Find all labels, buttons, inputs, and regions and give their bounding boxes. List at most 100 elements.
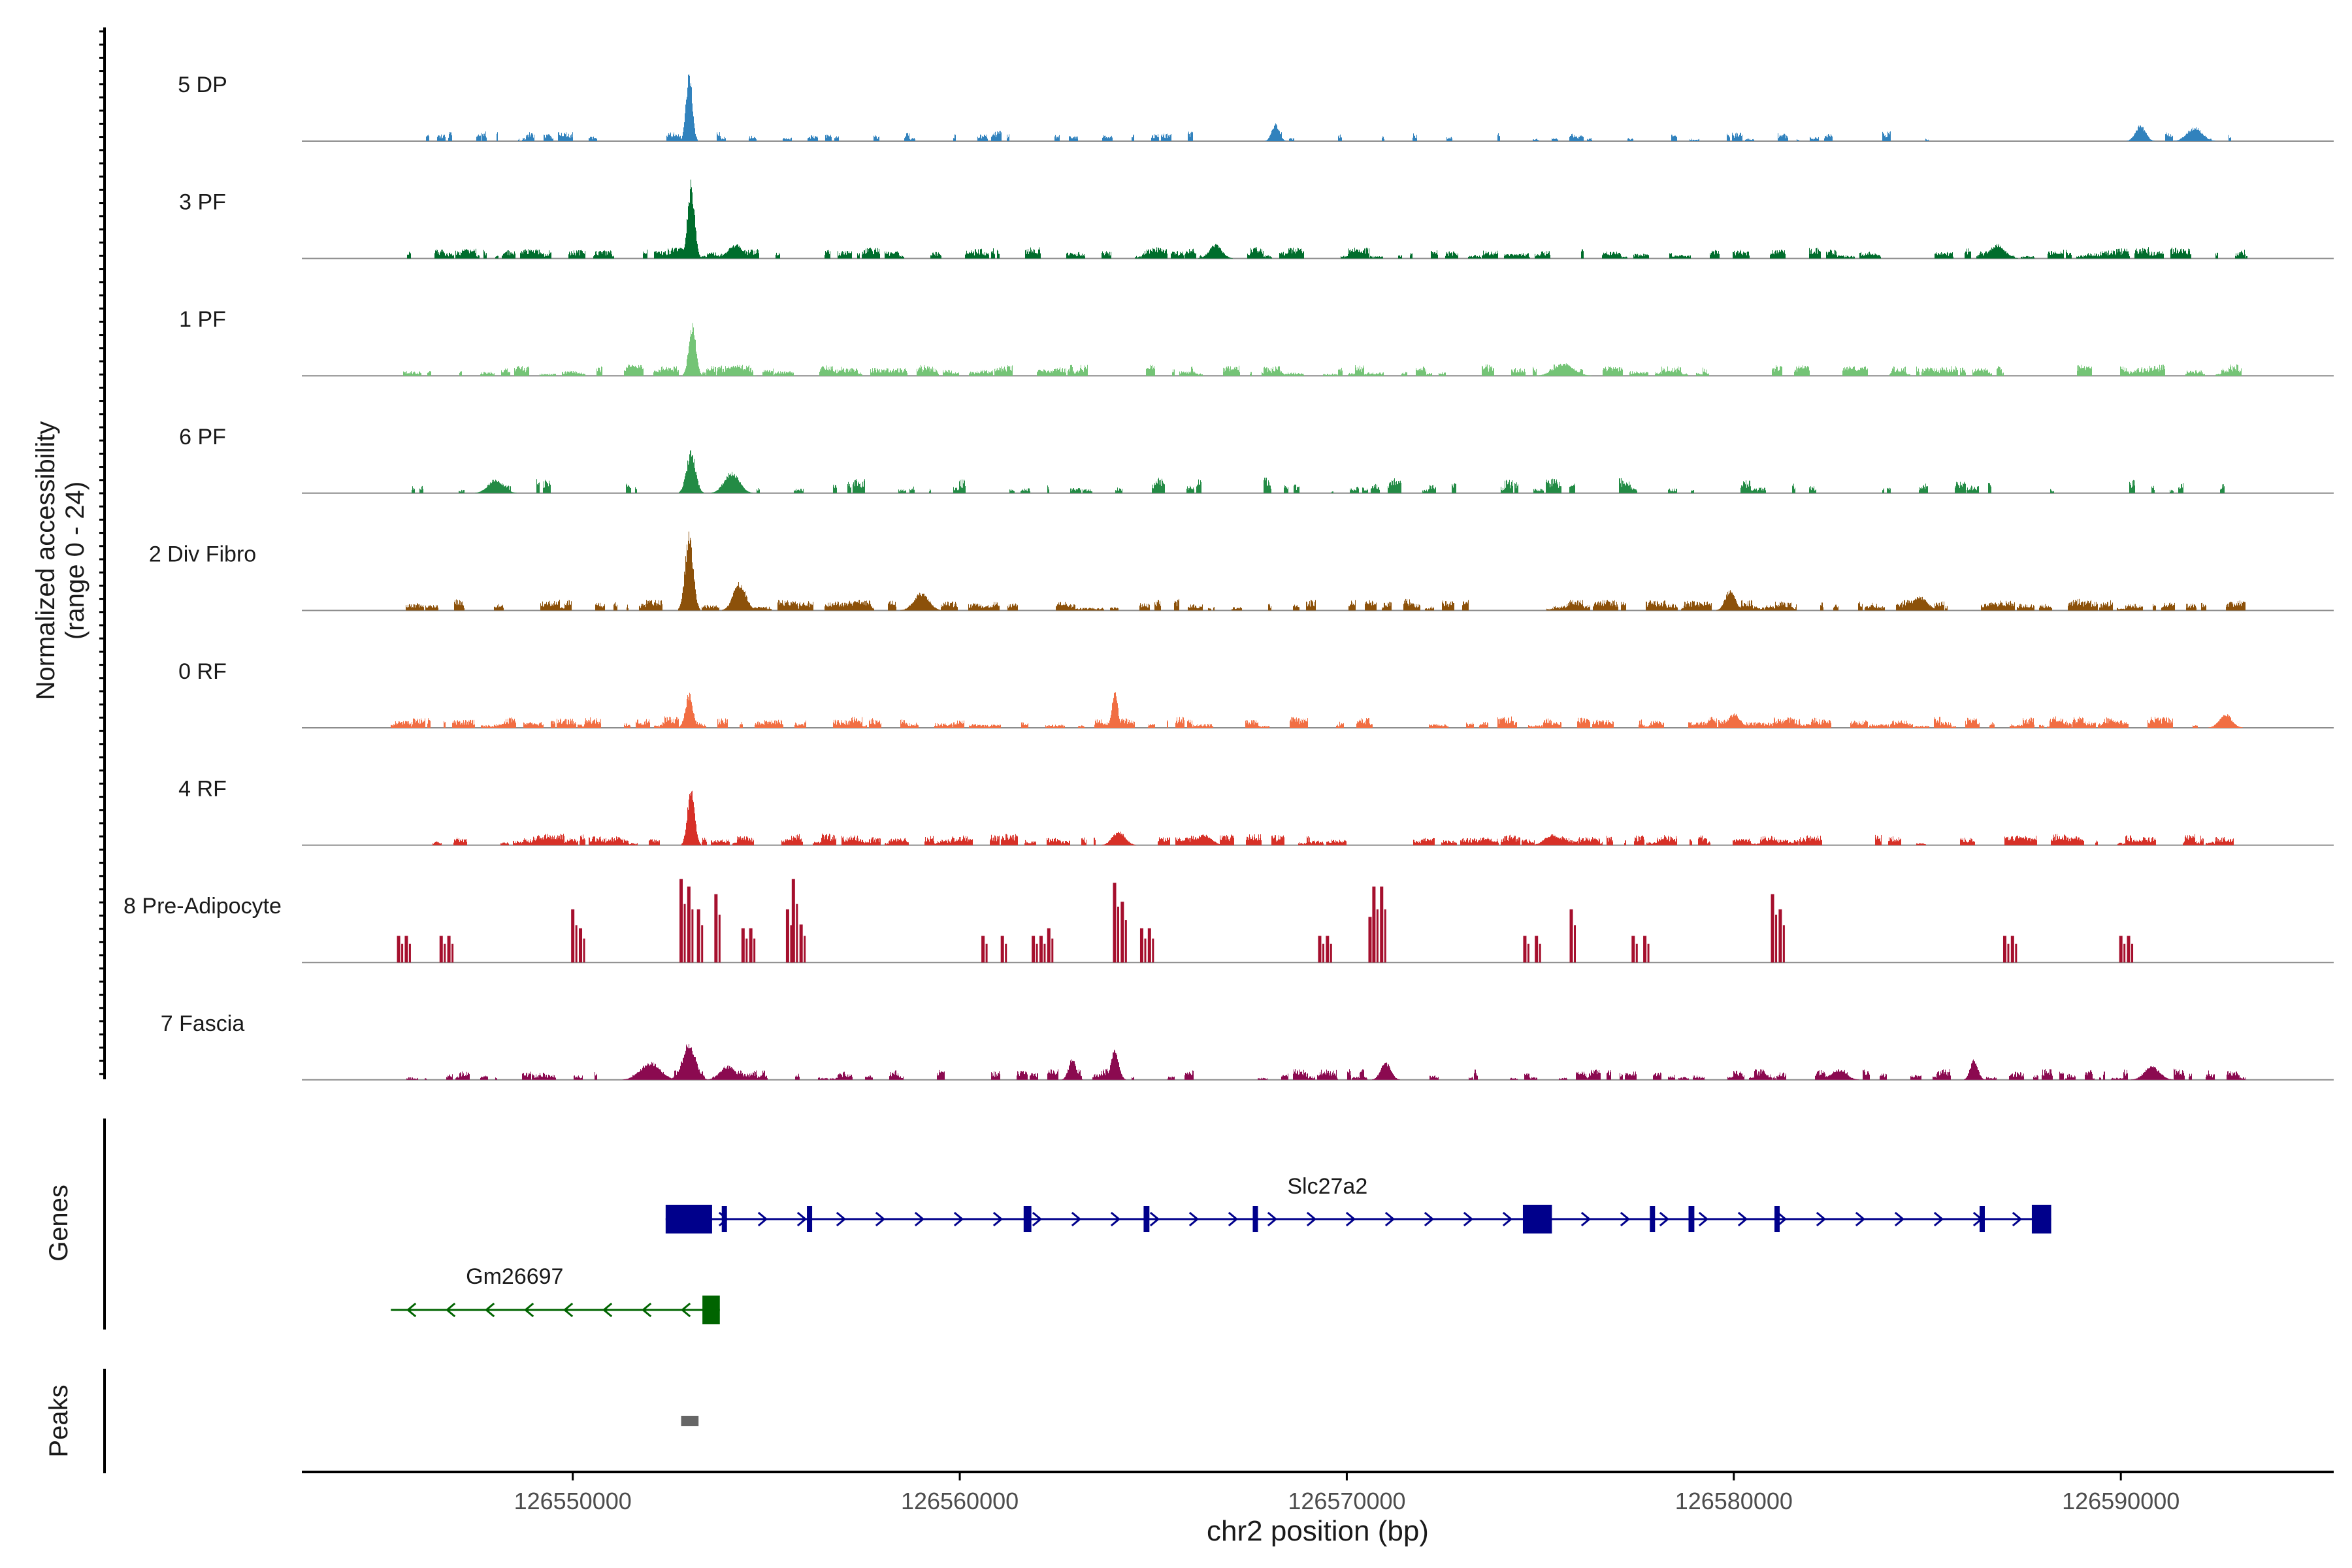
coverage-bar: [2002, 936, 2006, 963]
x-tick-label: 126560000: [901, 1488, 1019, 1514]
peaks-panel-label: Peaks: [44, 1384, 73, 1457]
track-labels: 5 DP 3 PF 1 PF 6 PF 2 Div Fibro 0 RF 4 RF 8 Pre…: [123, 73, 282, 1036]
coverage-bar: [408, 943, 411, 963]
coverage-bar: [785, 909, 789, 963]
coverage-bar: [1635, 943, 1638, 963]
strand-arrow: [523, 1302, 534, 1318]
coverage-bar: [1782, 925, 1785, 963]
strand-arrow: [992, 1211, 1004, 1227]
coverage-bar: [701, 925, 704, 963]
coverage-bar: [804, 936, 806, 963]
coverage-bar: [1527, 943, 1529, 963]
strand-arrow: [1776, 1211, 1788, 1227]
coverage-bar: [1643, 936, 1647, 963]
genes-panel-label: Genes: [44, 1184, 73, 1262]
coverage-bar: [1523, 936, 1527, 963]
x-axis-label: chr2 position (bp): [1207, 1515, 1429, 1547]
strand-arrow: [1267, 1211, 1278, 1227]
coverage-area: [417, 791, 2246, 845]
track-label: 8 Pre-Adipocyte: [123, 894, 282, 919]
coverage-tracks: [302, 74, 2334, 1081]
track-label: 6 PF: [179, 425, 226, 449]
strand-arrow: [1659, 1211, 1670, 1227]
x-tick-label: 126550000: [514, 1488, 632, 1514]
coverage-bar: [1000, 936, 1004, 963]
coverage-bar: [2131, 943, 2134, 963]
coverage-bar: [444, 943, 446, 963]
strand-arrow: [680, 1302, 691, 1318]
track-5: [302, 531, 2334, 612]
coverage-bar: [1005, 943, 1007, 963]
coverage-bar: [981, 936, 985, 963]
coverage-bar: [1569, 909, 1573, 963]
gene-exon: [1252, 1206, 1258, 1232]
track-label: 0 RF: [178, 659, 227, 684]
strand-arrow: [1933, 1211, 1944, 1227]
y-axis-label: Normalized accessibility: [31, 421, 60, 700]
coverage-bar: [1326, 936, 1330, 963]
gene-slc27a2: Slc27a2: [665, 1174, 2051, 1233]
coverage-bar: [451, 943, 454, 963]
strand-arrow: [796, 1211, 808, 1227]
strand-arrow: [757, 1211, 768, 1227]
gene-exon: [1023, 1206, 1032, 1232]
coverage-area: [391, 1044, 2246, 1080]
strand-arrow: [1698, 1211, 1709, 1227]
coverage-bar: [1535, 936, 1539, 963]
coverage-bar: [791, 879, 795, 963]
gene-exon: [1650, 1206, 1656, 1232]
x-tick-label: 126590000: [2062, 1488, 2180, 1514]
track-7: [302, 791, 2334, 846]
coverage-bar: [1147, 928, 1151, 963]
coverage-bar: [1771, 894, 1774, 963]
coverage-bar: [404, 936, 408, 963]
track-8: [302, 879, 2334, 964]
coverage-bar: [1631, 936, 1635, 963]
gene-name-label: Gm26697: [466, 1264, 563, 1289]
coverage-bar: [679, 879, 683, 963]
peak-region: [681, 1416, 699, 1426]
coverage-bar: [1539, 943, 1541, 963]
coverage-bar: [1117, 906, 1119, 963]
gene-exon: [2031, 1205, 2051, 1233]
coverage-bar: [579, 928, 583, 963]
track-label: 3 PF: [179, 190, 226, 215]
track-label: 1 PF: [179, 307, 226, 332]
track-label: 4 RF: [178, 777, 227, 802]
coverage-bar: [1368, 917, 1372, 963]
coverage-bar: [1152, 938, 1154, 963]
track-2: [302, 179, 2334, 259]
gene-name-label: Slc27a2: [1287, 1174, 1367, 1199]
strand-arrow: [1228, 1211, 1239, 1227]
coverage-bar: [1647, 943, 1650, 963]
strand-arrow: [1149, 1211, 1160, 1227]
gene-exon: [702, 1296, 720, 1324]
coverage-area: [391, 692, 2246, 728]
gene-exon: [665, 1205, 712, 1233]
strand-arrow: [1620, 1211, 1631, 1227]
track-3: [302, 323, 2334, 377]
coverage-bar: [1124, 920, 1127, 963]
coverage-bar: [583, 938, 585, 963]
coverage-bar: [2007, 943, 2010, 963]
coverage-bar: [1043, 943, 1046, 963]
coverage-bar: [1778, 909, 1782, 963]
coverage-bar: [714, 894, 718, 963]
coverage-bar: [1139, 928, 1143, 963]
coverage-bar: [1144, 938, 1147, 963]
peak-regions: [681, 1416, 699, 1426]
coverage-bar: [439, 936, 443, 963]
coverage-bar: [2127, 936, 2131, 963]
coverage-bar: [1376, 909, 1379, 963]
strand-arrow: [1502, 1211, 1513, 1227]
track-9: [302, 1044, 2334, 1081]
coverage-bar: [741, 928, 745, 963]
coverage-bar: [1380, 886, 1384, 963]
coverage-bar: [1574, 925, 1576, 963]
strand-arrow: [836, 1211, 847, 1227]
track-label: 7 Fascia: [161, 1011, 245, 1036]
coverage-area: [391, 450, 2249, 493]
coverage-bar: [2010, 936, 2014, 963]
coverage-bar: [749, 928, 753, 963]
